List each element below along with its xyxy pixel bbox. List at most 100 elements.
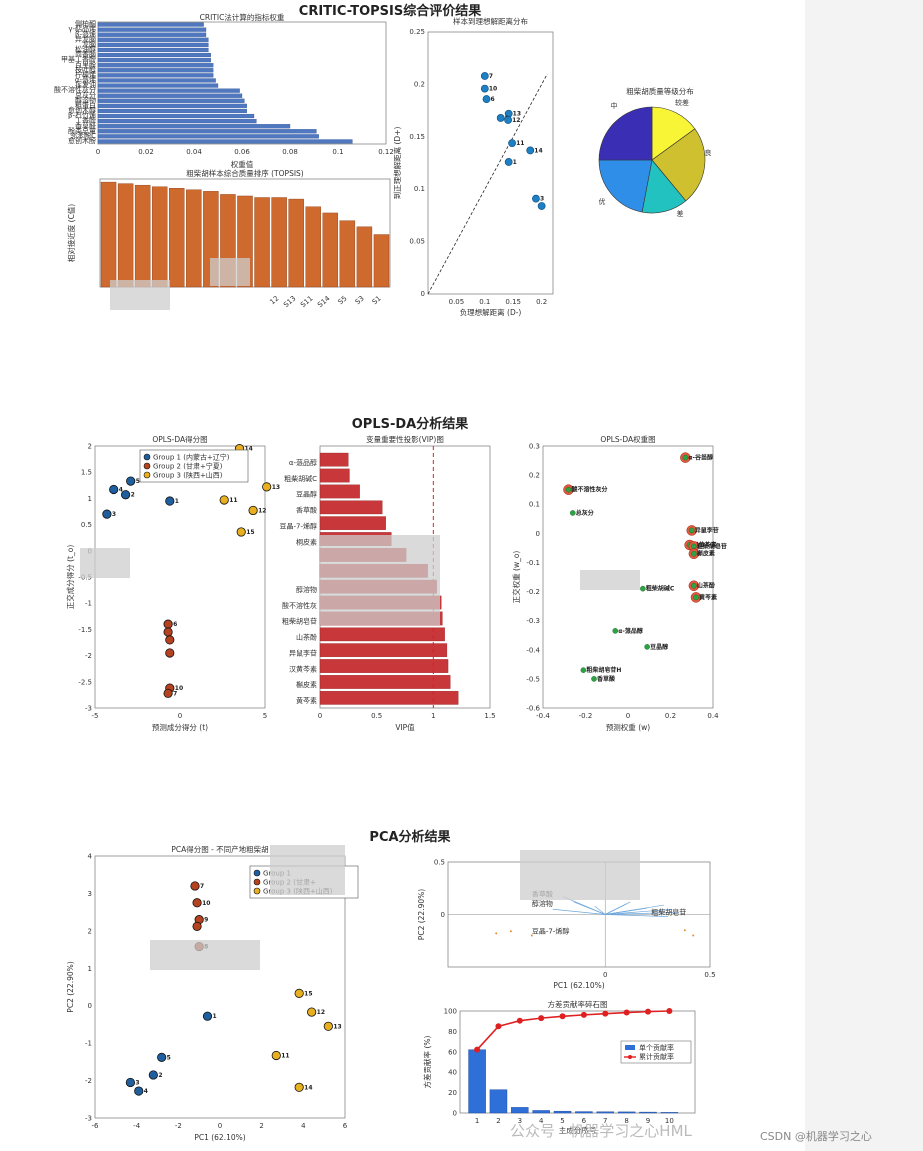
- score-point: [262, 482, 272, 492]
- vector-label: 醇溶物: [532, 899, 553, 908]
- topsis-bar: [100, 181, 117, 288]
- vip-bar: [319, 516, 386, 531]
- score-point: [202, 1011, 213, 1021]
- legend-marker: [143, 462, 151, 470]
- y-tick-label: -0.4: [526, 646, 540, 654]
- loading-point: [693, 594, 699, 601]
- sample-point: [482, 95, 491, 103]
- point-label: 6: [491, 96, 495, 103]
- y-axis-label: 方差贡献率 (%): [422, 1036, 432, 1089]
- topsis-bar: [134, 184, 151, 288]
- vip-bar: [319, 690, 459, 705]
- weight-bar: [97, 37, 209, 42]
- cumulative-point: [580, 1011, 587, 1018]
- legend-box: [139, 449, 249, 483]
- y-tick-label: 粗蛋白: [75, 100, 96, 109]
- y-tick-label: 0.1: [529, 501, 540, 509]
- y-tick-label: 酸不溶性灰: [282, 601, 317, 610]
- loading-vector: [605, 912, 679, 915]
- legend-marker: [628, 1055, 632, 1059]
- loading-point: [565, 486, 572, 493]
- sample-point: [508, 139, 516, 147]
- legend-label: Group 2 (甘肃+宁夏): [153, 462, 223, 471]
- y-tick-label: -2: [85, 652, 92, 660]
- sample-point: [537, 202, 546, 210]
- point-label: 10: [202, 900, 210, 907]
- y-tick-label: -2.5: [78, 678, 92, 686]
- y-tick-label: 柠檬烯: [75, 70, 96, 79]
- y-tick-label: 0: [453, 1110, 457, 1118]
- y-tick-label: 汉黄芩素: [289, 664, 317, 673]
- sample-dot: [495, 932, 498, 935]
- x-tick-label: 0: [218, 1122, 222, 1130]
- topsis-bar: [271, 197, 287, 288]
- point-label: α-谷甾醇: [688, 454, 713, 462]
- y-tick-label: 茴香脑: [75, 50, 96, 59]
- y-tick-label: 3: [88, 890, 92, 898]
- topsis-bar: [305, 206, 321, 288]
- x-axis-label: 预测成分得分 (t): [152, 722, 208, 732]
- y-tick-label: 桐皮素: [296, 537, 317, 546]
- x-tick-label: 1: [431, 712, 435, 720]
- loading-point: [569, 510, 576, 516]
- x-tick-label: 6: [343, 1122, 348, 1130]
- x-axis-label: 主成分序号: [559, 1125, 597, 1135]
- pie-label: 优: [599, 197, 606, 206]
- y-axis-label: 相对接近度 (C值): [66, 204, 76, 263]
- score-point: [165, 635, 175, 645]
- point-label: 7: [173, 690, 177, 697]
- scree-bar: [575, 1111, 593, 1114]
- x-axis-label: 负理想解距离 (D-): [460, 307, 522, 317]
- point-label: 3: [112, 511, 116, 518]
- score-point: [236, 527, 246, 537]
- x-tick-label: 0.04: [186, 148, 202, 156]
- loading-point: [691, 543, 697, 550]
- sample-dot: [692, 934, 695, 937]
- score-point: [294, 988, 304, 998]
- y-tick-label: 豆晶醇: [296, 490, 317, 499]
- loading-point: [591, 676, 597, 682]
- x-tick-label: -6: [92, 1122, 100, 1130]
- score-point: [192, 921, 202, 931]
- right-margin: [805, 0, 923, 1151]
- topsis-bar: [339, 220, 356, 288]
- weight-bar: [97, 88, 240, 93]
- cumulative-point: [645, 1008, 651, 1015]
- plot-frame: [97, 21, 387, 145]
- x-tick-label: -5: [92, 712, 99, 720]
- point-label: 11: [516, 140, 524, 147]
- y-tick-label: α-蒎品醇: [289, 458, 317, 467]
- weight-bar: [97, 134, 319, 139]
- y-tick-label: β-石竹烯: [68, 111, 96, 120]
- cumulative-point: [602, 1010, 609, 1017]
- chart-title: 粗柴胡样本综合质量排序 (TOPSIS): [186, 168, 304, 178]
- opls-score-chart: OPLS-DA得分图-505-3-2.5-2-1.5-1-0.500.511.5…: [65, 434, 280, 732]
- loading-vector: [552, 908, 606, 915]
- point-label: α-蒎品醇: [618, 627, 643, 635]
- y-tick-label: 甲基丁香酚: [61, 55, 96, 64]
- vip-bar: [319, 659, 449, 673]
- y-tick-label: -0.3: [526, 617, 540, 625]
- vip-bar: [319, 484, 360, 499]
- x-tick-label: -0.4: [536, 712, 550, 720]
- cumulative-point: [474, 1046, 481, 1053]
- pca-score-chart: PCA得分图 - 不同产地粗柴胡-6 -4 -2 0 2 4 6-3-2-101234PC1…: [66, 844, 359, 1142]
- x-tick-label: 2: [259, 1122, 263, 1130]
- pie-slice: [651, 128, 706, 202]
- scree-bar: [511, 1107, 529, 1114]
- weight-bar: [97, 78, 216, 83]
- pie-label: 良: [705, 148, 712, 157]
- distance-scatter-chart: 样本到理想解距离分布 0.05 0.1 0.15 0.2 0 0.05 0.1 0.15 0.2 0…: [392, 16, 554, 317]
- point-label: 粗柴胡皂苷: [697, 542, 727, 550]
- x-tick-label: 0: [96, 148, 100, 156]
- x-tick-label: 12: [268, 294, 280, 306]
- score-point: [163, 619, 173, 629]
- loading-point: [640, 585, 646, 592]
- point-label: 7: [489, 73, 493, 80]
- score-point: [165, 496, 175, 506]
- topsis-bar: [322, 212, 339, 288]
- y-tick-label: -1.5: [78, 626, 92, 634]
- topsis-bar: [117, 183, 134, 288]
- y-tick-label: -3: [85, 1115, 92, 1123]
- vip-bar: [319, 468, 350, 483]
